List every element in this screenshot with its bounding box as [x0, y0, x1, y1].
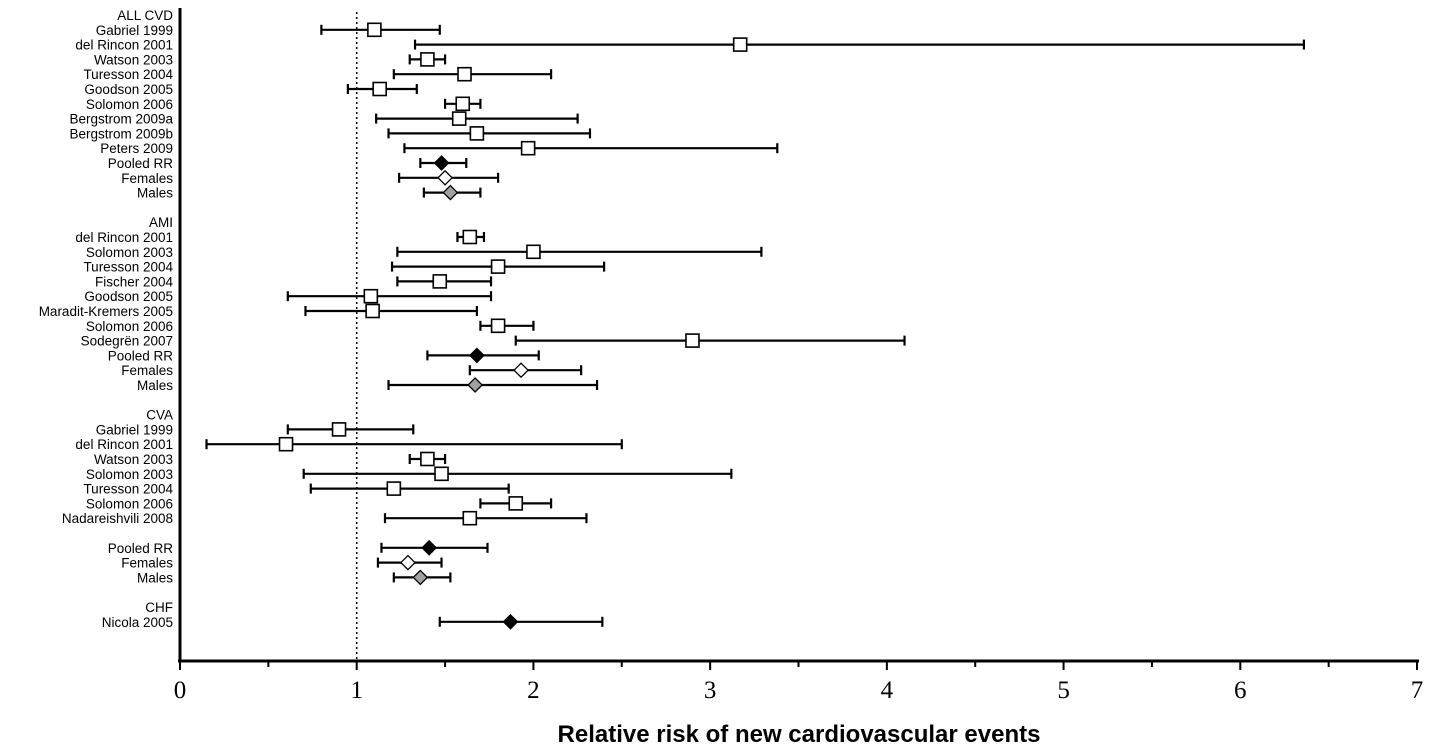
female-estimate-diamond — [513, 362, 529, 379]
x-tick-label: 1 — [350, 677, 363, 704]
row-label: Males — [137, 378, 173, 393]
row-label: Females — [121, 363, 173, 378]
row-label: Goodson 2005 — [84, 82, 173, 97]
study-estimate-square — [685, 333, 700, 348]
study-estimate-square — [520, 140, 536, 156]
row-label: Pooled RR — [108, 348, 174, 363]
study-estimate-square — [462, 510, 478, 526]
x-tick-label: 0 — [174, 677, 187, 704]
row-label: del Rincon 2001 — [75, 437, 173, 452]
study-estimate-square — [386, 481, 402, 496]
study-estimate-square — [455, 96, 471, 112]
x-ticks: 0 1 2 3 4 5 6 7 — [174, 661, 1424, 704]
x-tick-label: 3 — [704, 677, 717, 704]
row-label: Solomon 2006 — [86, 496, 173, 511]
group-header-label: CVA — [146, 408, 173, 423]
group-header-label: ALL CVD — [117, 8, 173, 23]
study-estimate-square — [278, 436, 294, 452]
study-estimate-square — [490, 318, 506, 334]
pooled-estimate-diamond — [421, 539, 438, 556]
study-estimate-square — [420, 451, 435, 467]
pooled-estimate-diamond — [468, 347, 485, 364]
study-estimate-square — [508, 496, 524, 511]
row-label: Nadareishvili 2008 — [62, 511, 173, 526]
study-estimate-square — [372, 81, 387, 97]
row-label: Females — [121, 556, 173, 571]
row-label: Sodegrën 2007 — [81, 334, 173, 349]
row-label: Bergstrom 2009b — [69, 126, 173, 141]
plot-marks — [205, 12, 1306, 661]
row-label: Turesson 2004 — [83, 67, 173, 82]
row-label: Solomon 2003 — [86, 467, 173, 482]
x-tick-label: 5 — [1057, 677, 1070, 704]
study-estimate-square — [331, 422, 347, 437]
study-estimate-square — [469, 126, 485, 141]
x-tick-label: 2 — [527, 677, 540, 704]
x-tick-label: 4 — [881, 677, 894, 704]
row-label: Bergstrom 2009a — [69, 112, 173, 127]
male-estimate-diamond — [467, 377, 484, 393]
study-estimate-square — [363, 288, 379, 304]
row-label: Fischer 2004 — [95, 274, 174, 289]
study-estimate-square — [732, 37, 748, 52]
row-label: Peters 2009 — [100, 141, 173, 156]
x-tick-label: 7 — [1411, 677, 1424, 704]
row-label: Gabriel 1999 — [96, 23, 173, 38]
row-label: Males — [137, 570, 173, 585]
row-label: del Rincon 2001 — [75, 38, 173, 53]
study-estimate-square — [432, 274, 448, 289]
x-tick-label: 6 — [1234, 677, 1247, 704]
study-estimate-square — [367, 22, 382, 38]
female-estimate-diamond — [400, 554, 416, 571]
row-label: Males — [137, 186, 173, 201]
study-estimate-square — [457, 66, 472, 82]
row-label: Solomon 2003 — [86, 245, 173, 260]
row-label: Solomon 2006 — [86, 97, 173, 112]
row-label: Females — [121, 171, 173, 186]
row-label: Maradit-Kremers 2005 — [39, 304, 173, 319]
axes — [178, 8, 1419, 663]
row-label: Watson 2003 — [94, 452, 173, 467]
x-axis-title: Relative risk of new cardiovascular even… — [558, 721, 1041, 748]
study-estimate-square — [490, 259, 506, 274]
male-estimate-diamond — [442, 184, 459, 201]
study-estimate-square — [365, 303, 380, 319]
study-estimate-square — [420, 52, 435, 67]
row-label: del Rincon 2001 — [75, 230, 173, 245]
row-label: Watson 2003 — [94, 52, 173, 67]
study-estimate-square — [434, 466, 449, 482]
row-label: Pooled RR — [108, 541, 174, 556]
row-label: Goodson 2005 — [84, 289, 173, 304]
pooled-estimate-diamond — [502, 613, 519, 630]
male-estimate-diamond — [412, 569, 429, 586]
row-label: Nicola 2005 — [102, 615, 173, 630]
study-estimate-square — [462, 229, 478, 245]
row-label: Gabriel 1999 — [96, 422, 173, 437]
group-header-label: AMI — [149, 215, 173, 230]
female-estimate-diamond — [437, 169, 453, 186]
pooled-estimate-diamond — [433, 155, 450, 171]
study-estimate-square — [451, 111, 467, 126]
row-label: Pooled RR — [108, 156, 174, 171]
row-label: Solomon 2006 — [86, 319, 173, 334]
row-label: Turesson 2004 — [83, 260, 173, 275]
group-header-label: CHF — [145, 600, 173, 615]
row-label: Turesson 2004 — [83, 482, 173, 497]
study-estimate-square — [526, 244, 541, 260]
